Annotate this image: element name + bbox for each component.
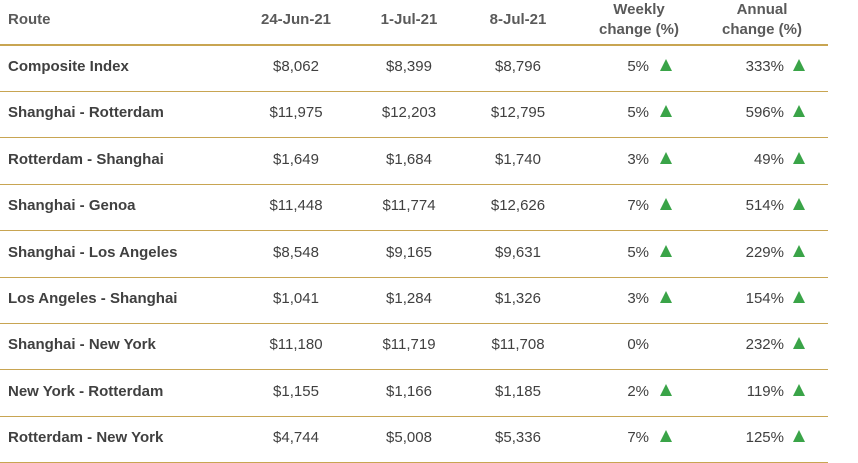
table-row: Composite Index $8,062 $8,399 $8,796 5% 333% xyxy=(0,45,828,92)
weekly-up-arrow-icon xyxy=(660,151,672,164)
weekly-change-cell: 5% xyxy=(627,104,649,122)
annual-up-arrow-icon xyxy=(793,105,805,118)
rate-date-3-cell: $8,796 xyxy=(495,58,541,75)
rate-date-3-cell: $5,336 xyxy=(495,429,541,447)
rate-date-1-cell: $1,155 xyxy=(273,382,319,400)
annual-up-arrow-icon xyxy=(793,291,805,303)
header-weekly-line2: change (%) xyxy=(598,21,679,38)
weekly-change-cell: 3% xyxy=(627,290,649,307)
table-row: Los Angeles - Shanghai $1,041 $1,284 $1,326… xyxy=(0,277,828,324)
weekly-up-arrow-icon xyxy=(660,198,672,211)
rate-date-3-cell: $11,708 xyxy=(491,336,545,354)
table-row: Shanghai - Los Angeles $8,548 $9,165 $9,631… xyxy=(0,231,828,278)
rate-date-3-cell: $1,326 xyxy=(495,290,541,307)
header-date-2: 1-Jul-21 xyxy=(380,11,438,28)
weekly-change-cell: 7% xyxy=(627,429,649,447)
header-date-1: 24-Jun-21 xyxy=(260,11,332,28)
table-row: Rotterdam - Shanghai $1,649 $1,684 $1,740 3%… xyxy=(0,138,828,185)
route-cell: Shanghai - Rotterdam xyxy=(8,104,164,122)
annual-up-arrow-icon xyxy=(793,59,805,71)
weekly-up-arrow-icon xyxy=(660,105,672,118)
route-cell: Shanghai - Genoa xyxy=(8,197,136,215)
weekly-change-cell: 5% xyxy=(627,243,649,261)
annual-change-cell: 232% xyxy=(745,336,784,354)
rate-date-3-cell: $1,740 xyxy=(495,150,541,168)
rate-date-2-cell: $1,166 xyxy=(386,382,432,400)
weekly-change-cell: 0% xyxy=(627,336,649,354)
annual-change-cell: 229% xyxy=(745,243,784,261)
rate-date-1-cell: $8,548 xyxy=(273,243,319,261)
annual-change-cell: 514% xyxy=(745,197,784,215)
rate-date-3-cell: $9,631 xyxy=(495,243,541,261)
annual-up-arrow-icon xyxy=(793,337,805,350)
weekly-up-arrow-icon xyxy=(660,430,672,443)
annual-change-cell: 333% xyxy=(745,58,784,75)
rate-date-3-cell: $12,626 xyxy=(490,197,546,215)
header-annual-change: Annual change (%) xyxy=(710,0,814,40)
weekly-change-cell: 2% xyxy=(627,382,649,400)
rate-date-2-cell: $1,284 xyxy=(386,290,432,307)
table-row: Rotterdam - New York $4,744 $5,008 $5,336 7%… xyxy=(0,416,828,463)
rate-date-1-cell: $1,041 xyxy=(273,290,319,307)
rate-date-3-cell: $1,185 xyxy=(495,382,541,400)
annual-change-cell: 154% xyxy=(745,290,784,307)
annual-up-arrow-icon xyxy=(793,383,805,396)
rate-date-1-cell: $4,744 xyxy=(273,429,319,447)
rate-date-1-cell: $1,649 xyxy=(273,150,319,168)
table-row: New York - Rotterdam $1,155 $1,166 $1,185 2%… xyxy=(0,370,828,417)
rate-date-3-cell: $12,795 xyxy=(490,104,546,122)
header-route: Route xyxy=(8,11,51,28)
table-row: Shanghai - Rotterdam $11,975 $12,203 $12,79… xyxy=(0,91,828,139)
annual-up-arrow-icon xyxy=(793,198,805,211)
rate-date-1-cell: $11,448 xyxy=(269,197,323,215)
weekly-change-cell: 5% xyxy=(627,58,649,75)
route-cell: Shanghai - New York xyxy=(8,336,156,354)
rate-date-1-cell: $8,062 xyxy=(273,58,319,75)
rate-date-1-cell: $11,975 xyxy=(269,104,323,122)
annual-change-cell: 49% xyxy=(753,150,784,168)
route-cell: Rotterdam - Shanghai xyxy=(8,150,164,168)
annual-up-arrow-icon xyxy=(793,151,805,164)
header-annual-line2: change (%) xyxy=(721,21,802,38)
weekly-up-arrow-icon xyxy=(660,291,672,303)
header-annual-line1: Annual xyxy=(736,1,788,18)
weekly-up-arrow-icon xyxy=(660,59,672,71)
rate-date-2-cell: $11,719 xyxy=(382,336,436,354)
rate-date-1-cell: $11,180 xyxy=(269,336,323,354)
header-weekly-change: Weekly change (%) xyxy=(585,0,693,40)
table-row: Shanghai - Genoa $11,448 $11,774 $12,626 7% 5… xyxy=(0,184,828,232)
rate-date-2-cell: $12,203 xyxy=(381,104,437,122)
annual-change-cell: 596% xyxy=(745,104,784,122)
header-date-3: 8-Jul-21 xyxy=(489,11,547,28)
rate-date-2-cell: $11,774 xyxy=(382,197,436,215)
weekly-change-cell: 7% xyxy=(627,197,649,215)
route-cell: Shanghai - Los Angeles xyxy=(8,243,178,261)
header-weekly-line1: Weekly xyxy=(613,1,665,18)
route-cell: Rotterdam - New York xyxy=(8,429,164,447)
route-cell: Composite Index xyxy=(8,58,129,75)
weekly-change-cell: 3% xyxy=(627,150,649,168)
annual-up-arrow-icon xyxy=(793,430,805,443)
annual-change-cell: 125% xyxy=(745,429,784,447)
rate-date-2-cell: $9,165 xyxy=(386,243,432,261)
annual-up-arrow-icon xyxy=(793,244,805,257)
route-cell: New York - Rotterdam xyxy=(8,382,164,400)
route-cell: Los Angeles - Shanghai xyxy=(8,290,178,307)
weekly-up-arrow-icon xyxy=(660,244,672,257)
rate-date-2-cell: $5,008 xyxy=(386,429,432,447)
rate-date-2-cell: $8,399 xyxy=(386,58,432,75)
table-row: Shanghai - New York $11,180 $11,719 $11,708… xyxy=(0,323,828,371)
annual-change-cell: 119% xyxy=(746,382,784,400)
rate-date-2-cell: $1,684 xyxy=(386,150,432,168)
table-header: Route 24-Jun-21 1-Jul-21 8-Jul-21 Weekly… xyxy=(0,0,828,46)
weekly-up-arrow-icon xyxy=(660,383,672,396)
